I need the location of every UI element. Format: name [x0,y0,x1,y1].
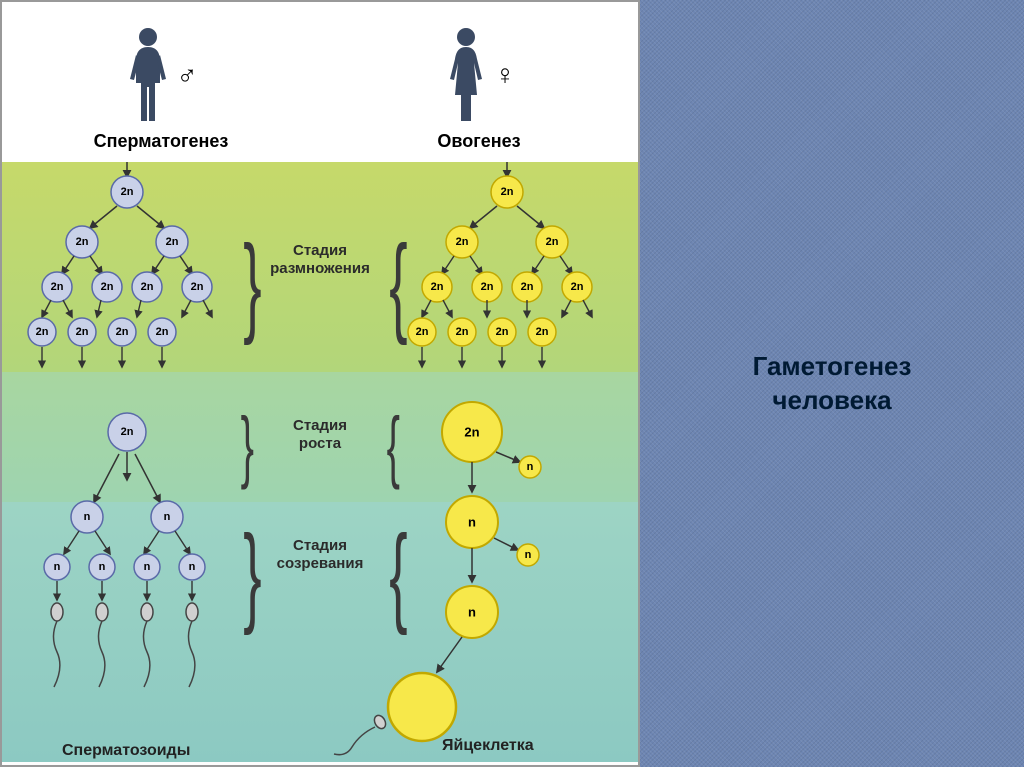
oogenesis-title: Овогенез [437,131,520,152]
male-header: ♂ Сперматогенез [2,2,320,162]
stage3-label: Стадия созревания [250,537,390,573]
brace-right-icon: { [389,252,407,318]
male-symbol: ♂ [177,59,198,91]
cell-2n [111,176,143,208]
stage1-label: Стадия размножения [250,242,390,278]
side-title: Гаметогенез человека [753,350,912,418]
stage2-label: Стадия роста [250,417,390,453]
diagram-panel: ♂ Сперматогенез ♀ Овогенез Стадия размно… [0,0,640,767]
header-row: ♂ Сперматогенез ♀ Овогенез [2,2,638,162]
brace-right3-icon: { [389,542,407,608]
spermatogenesis-title: Сперматогенез [94,131,229,152]
female-symbol: ♀ [495,59,516,91]
female-figure-icon [443,25,489,125]
side-panel: Гаметогенез человека [640,0,1024,767]
male-figure-icon [125,25,171,125]
egg-cell [388,673,456,741]
female-header: ♀ Овогенез [320,2,638,162]
sperm-approach-icon [334,713,388,754]
male-tree: 2n 2n 2n 2n 2n 2n 2n [28,162,212,687]
sperm-icon [51,603,198,687]
